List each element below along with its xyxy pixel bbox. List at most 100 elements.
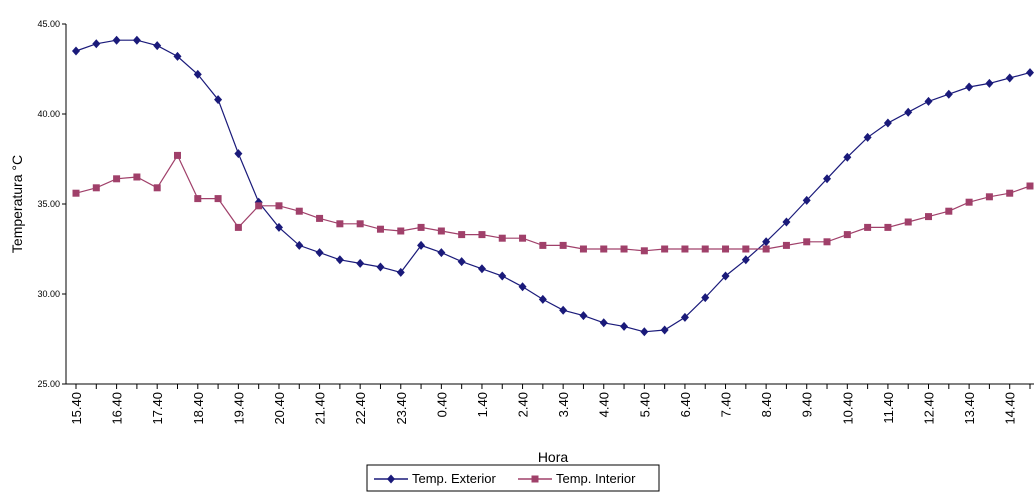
data-point xyxy=(762,245,770,253)
y-tick-label: 40.00 xyxy=(37,109,60,119)
data-point xyxy=(498,234,506,242)
data-point xyxy=(661,245,669,253)
series-temp-interior xyxy=(72,151,1034,255)
data-point xyxy=(579,245,587,253)
data-point xyxy=(153,41,162,51)
data-point xyxy=(802,195,811,205)
x-tick-label: 21.40 xyxy=(313,392,328,425)
x-tick-label: 23.40 xyxy=(394,392,409,425)
x-tick-label: 13.40 xyxy=(962,392,977,425)
data-point xyxy=(417,223,425,231)
x-tick-label: 3.40 xyxy=(556,392,571,417)
data-point xyxy=(234,223,242,231)
data-point xyxy=(113,175,121,183)
data-point xyxy=(965,82,974,92)
data-point xyxy=(458,231,466,239)
x-tick-label: 12.40 xyxy=(922,392,937,425)
data-point xyxy=(883,118,892,128)
data-point xyxy=(92,184,100,192)
data-point xyxy=(112,35,121,45)
x-tick-label: 4.40 xyxy=(597,392,612,417)
data-point xyxy=(173,51,182,61)
x-tick-label: 8.40 xyxy=(759,392,774,417)
data-point xyxy=(803,238,811,246)
legend: Temp. Exterior Temp. Interior xyxy=(366,464,660,492)
data-point xyxy=(173,151,181,159)
data-point xyxy=(396,267,405,277)
data-point xyxy=(904,107,913,117)
legend-item: Temp. Exterior xyxy=(374,471,496,486)
x-tick-label: 10.40 xyxy=(840,392,855,425)
data-point xyxy=(214,195,222,203)
data-point xyxy=(1005,73,1014,83)
data-point xyxy=(985,193,993,201)
data-point xyxy=(356,258,365,268)
x-tick-label: 20.40 xyxy=(272,392,287,425)
data-point xyxy=(133,173,141,181)
data-point xyxy=(600,245,608,253)
data-point xyxy=(843,231,851,239)
data-point xyxy=(417,240,426,250)
data-point xyxy=(660,325,669,335)
data-point xyxy=(498,271,507,281)
data-point xyxy=(234,149,243,159)
data-point xyxy=(336,220,344,228)
data-point xyxy=(721,271,730,281)
x-tick-label: 9.40 xyxy=(800,392,815,417)
data-point xyxy=(538,294,547,304)
y-tick-label: 35.00 xyxy=(37,199,60,209)
data-point xyxy=(539,241,547,249)
data-point xyxy=(680,312,689,322)
legend-label: Temp. Exterior xyxy=(412,471,496,486)
data-point xyxy=(376,225,384,233)
data-point xyxy=(437,227,445,235)
data-point xyxy=(823,238,831,246)
x-tick-label: 0.40 xyxy=(434,392,449,417)
legend-item: Temp. Interior xyxy=(518,471,636,486)
data-point xyxy=(72,189,80,197)
data-point xyxy=(376,262,385,272)
x-tick-label: 17.40 xyxy=(150,392,165,425)
data-point xyxy=(478,231,486,239)
y-tick-label: 30.00 xyxy=(37,289,60,299)
legend-marker xyxy=(531,475,539,483)
data-point xyxy=(1026,68,1034,78)
data-point xyxy=(315,248,324,258)
data-point xyxy=(620,245,628,253)
data-point xyxy=(356,220,364,228)
legend-marker xyxy=(387,474,395,484)
data-point xyxy=(1026,182,1034,190)
data-point xyxy=(194,195,202,203)
data-point xyxy=(701,293,710,303)
data-point xyxy=(722,245,730,253)
data-point xyxy=(1006,189,1014,197)
data-point xyxy=(477,264,486,274)
x-tick-label: 6.40 xyxy=(678,392,693,417)
data-point xyxy=(437,248,446,258)
x-tick-label: 7.40 xyxy=(719,392,734,417)
data-point xyxy=(153,184,161,192)
data-point xyxy=(457,257,466,267)
data-point xyxy=(741,255,750,265)
data-point xyxy=(579,311,588,321)
y-tick-label: 45.00 xyxy=(37,19,60,29)
data-point xyxy=(559,241,567,249)
data-point xyxy=(295,240,304,250)
data-point xyxy=(823,174,832,184)
data-point xyxy=(681,245,689,253)
data-point xyxy=(274,222,283,232)
data-point xyxy=(864,223,872,231)
data-point xyxy=(193,69,202,79)
x-tick-label: 19.40 xyxy=(231,392,246,425)
x-tick-label: 16.40 xyxy=(110,392,125,425)
data-point xyxy=(335,255,344,265)
data-point xyxy=(519,234,527,242)
y-tick-label: 25.00 xyxy=(37,379,60,389)
data-point xyxy=(944,89,953,99)
data-point xyxy=(742,245,750,253)
data-point xyxy=(640,327,649,337)
data-point xyxy=(701,245,709,253)
series-line xyxy=(75,154,1031,252)
x-axis-title: Hora xyxy=(538,449,569,465)
data-point xyxy=(884,223,892,231)
